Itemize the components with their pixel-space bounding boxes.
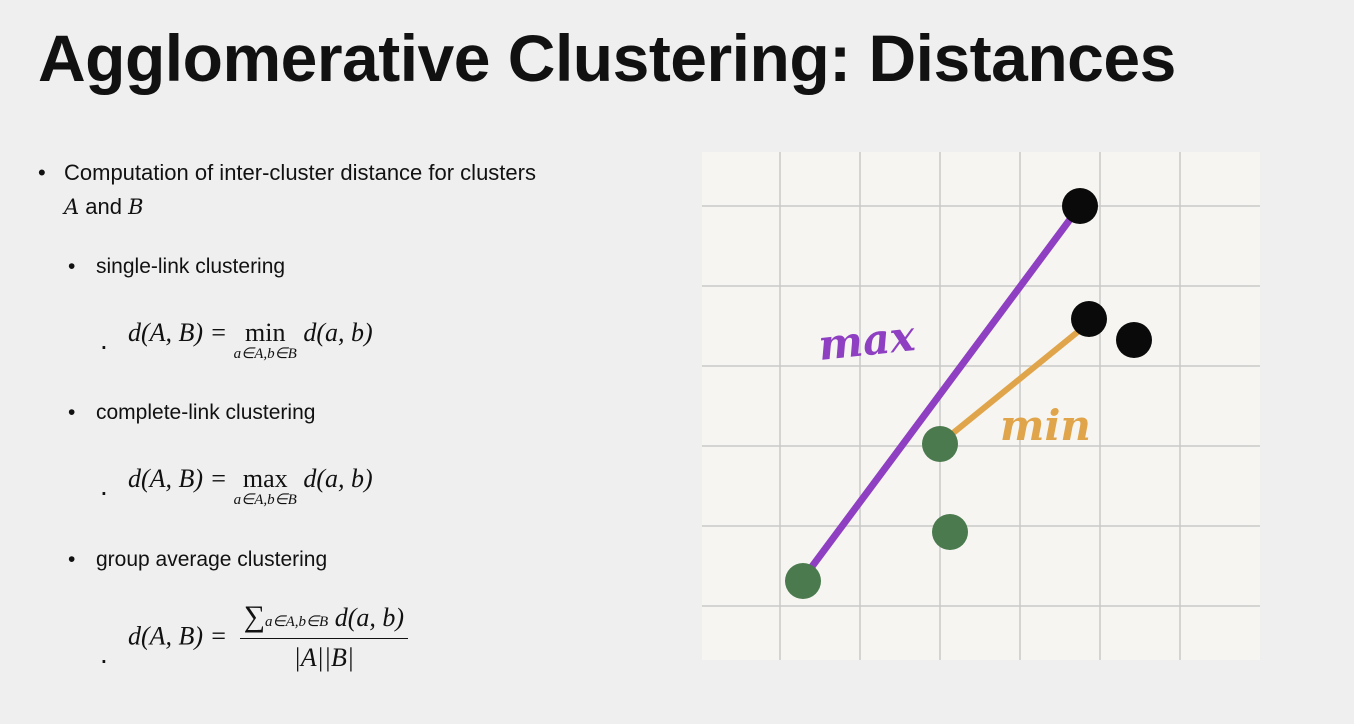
and-word: and bbox=[85, 194, 123, 219]
cluster-b-point bbox=[1062, 188, 1098, 224]
max-operator: max a∈A,b∈B bbox=[234, 464, 297, 509]
formula-dot: . bbox=[100, 470, 108, 501]
fraction-denominator: |A||B| bbox=[293, 643, 355, 672]
op-subscript: a∈A,b∈B bbox=[233, 346, 297, 362]
single-link-formula: . d(A, B) = min a∈A,b∈B d(a, b) bbox=[100, 318, 373, 363]
cluster-b-point bbox=[1071, 301, 1107, 337]
main-bullet-text: Computation of inter-cluster distance fo… bbox=[64, 160, 536, 185]
cluster-a-point bbox=[785, 563, 821, 599]
max-distance-line bbox=[798, 206, 1081, 584]
single-link-label: single-link clustering bbox=[96, 255, 286, 278]
min-op-text: min bbox=[245, 318, 286, 347]
op-subscript: a∈A,b∈B bbox=[233, 492, 297, 508]
var-a: A bbox=[64, 195, 80, 219]
grid-lines bbox=[702, 152, 1260, 660]
sigma-subscript: a∈A,b∈B bbox=[265, 614, 329, 630]
formula-lhs: d(A, B) = bbox=[128, 621, 228, 651]
cluster-b-point bbox=[1116, 322, 1152, 358]
bullet-dot: • bbox=[68, 255, 76, 278]
formula-dot: . bbox=[100, 324, 108, 355]
complete-link-formula: . d(A, B) = max a∈A,b∈B d(a, b) bbox=[100, 464, 373, 509]
min-operator: min a∈A,b∈B bbox=[234, 318, 297, 363]
numerator-term: d(a, b) bbox=[334, 603, 405, 632]
bullet-dot: • bbox=[68, 548, 76, 571]
fraction-numerator: ∑a∈A,b∈B d(a, b) bbox=[239, 600, 409, 639]
complete-link-label: complete-link clustering bbox=[96, 401, 316, 424]
max-op-text: max bbox=[242, 464, 288, 493]
min-label: min bbox=[1000, 401, 1091, 450]
max-label: max bbox=[816, 311, 918, 370]
average-fraction: ∑a∈A,b∈B d(a, b) |A||B| bbox=[239, 600, 409, 673]
bullet-dot: • bbox=[38, 160, 46, 185]
formula-lhs: d(A, B) = bbox=[128, 318, 228, 347]
cluster-a-point bbox=[932, 514, 968, 550]
formula-rhs: d(a, b) bbox=[303, 464, 373, 493]
formula-lhs: d(A, B) = bbox=[128, 464, 228, 493]
group-average-formula: . d(A, B) = ∑a∈A,b∈B d(a, b) |A||B| bbox=[100, 600, 409, 673]
group-average-label: group average clustering bbox=[96, 548, 328, 571]
cluster-distance-diagram: max min bbox=[702, 152, 1260, 660]
formula-rhs: d(a, b) bbox=[303, 318, 373, 347]
min-distance-line bbox=[939, 327, 1083, 445]
sigma-symbol: ∑ bbox=[243, 600, 266, 633]
cluster-a-point bbox=[922, 426, 958, 462]
formula-dot: . bbox=[100, 638, 108, 669]
slide-title: Agglomerative Clustering: Distances bbox=[38, 21, 1176, 95]
bullet-dot: • bbox=[68, 401, 76, 424]
var-b: B bbox=[128, 195, 144, 219]
